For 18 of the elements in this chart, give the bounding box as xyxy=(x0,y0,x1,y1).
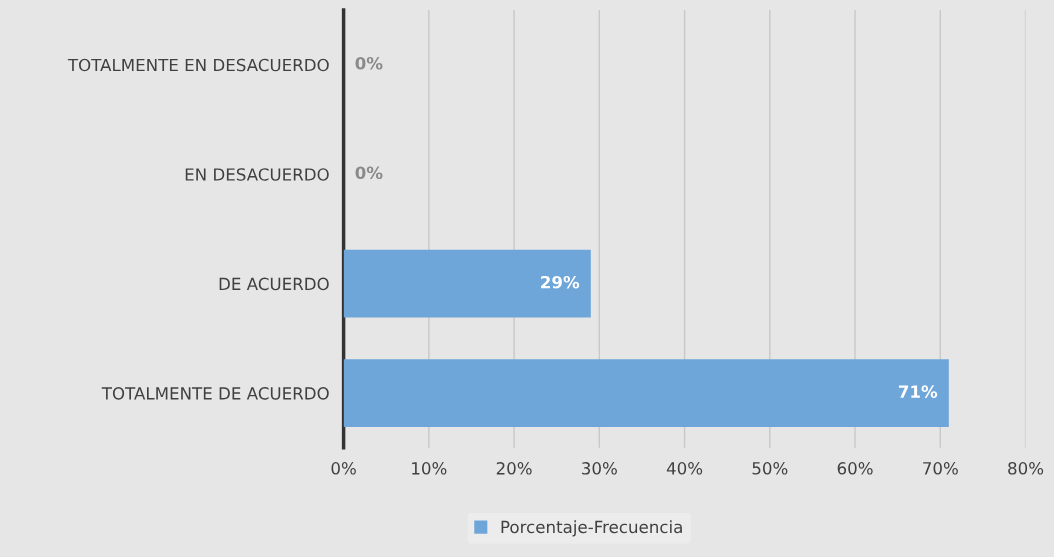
y-tick-label: TOTALMENTE DE ACUERDO xyxy=(101,387,329,400)
x-tick-label: 80% xyxy=(1008,462,1044,475)
x-tick-label: 20% xyxy=(496,462,532,475)
data-label: 29% xyxy=(541,275,580,289)
data-label: 0% xyxy=(355,56,383,70)
y-tick-label: DE ACUERDO xyxy=(219,277,329,291)
x-tick-label: 70% xyxy=(923,462,958,475)
x-tick-label: 30% xyxy=(582,462,617,475)
x-tick-label: 0% xyxy=(331,462,356,475)
x-tick-label: 50% xyxy=(752,462,788,475)
y-tick-label: TOTALMENTE EN DESACUERDO xyxy=(67,58,329,72)
x-tick-label: 60% xyxy=(837,462,873,475)
x-tick-label: 10% xyxy=(412,462,447,475)
y-tick-label: EN DESACUERDO xyxy=(185,168,329,181)
data-label: 71% xyxy=(898,385,938,398)
legend-label: Porcentaje-Frecuencia xyxy=(501,520,682,537)
data-label: 0% xyxy=(355,166,383,180)
x-tick-label: 40% xyxy=(666,462,703,475)
